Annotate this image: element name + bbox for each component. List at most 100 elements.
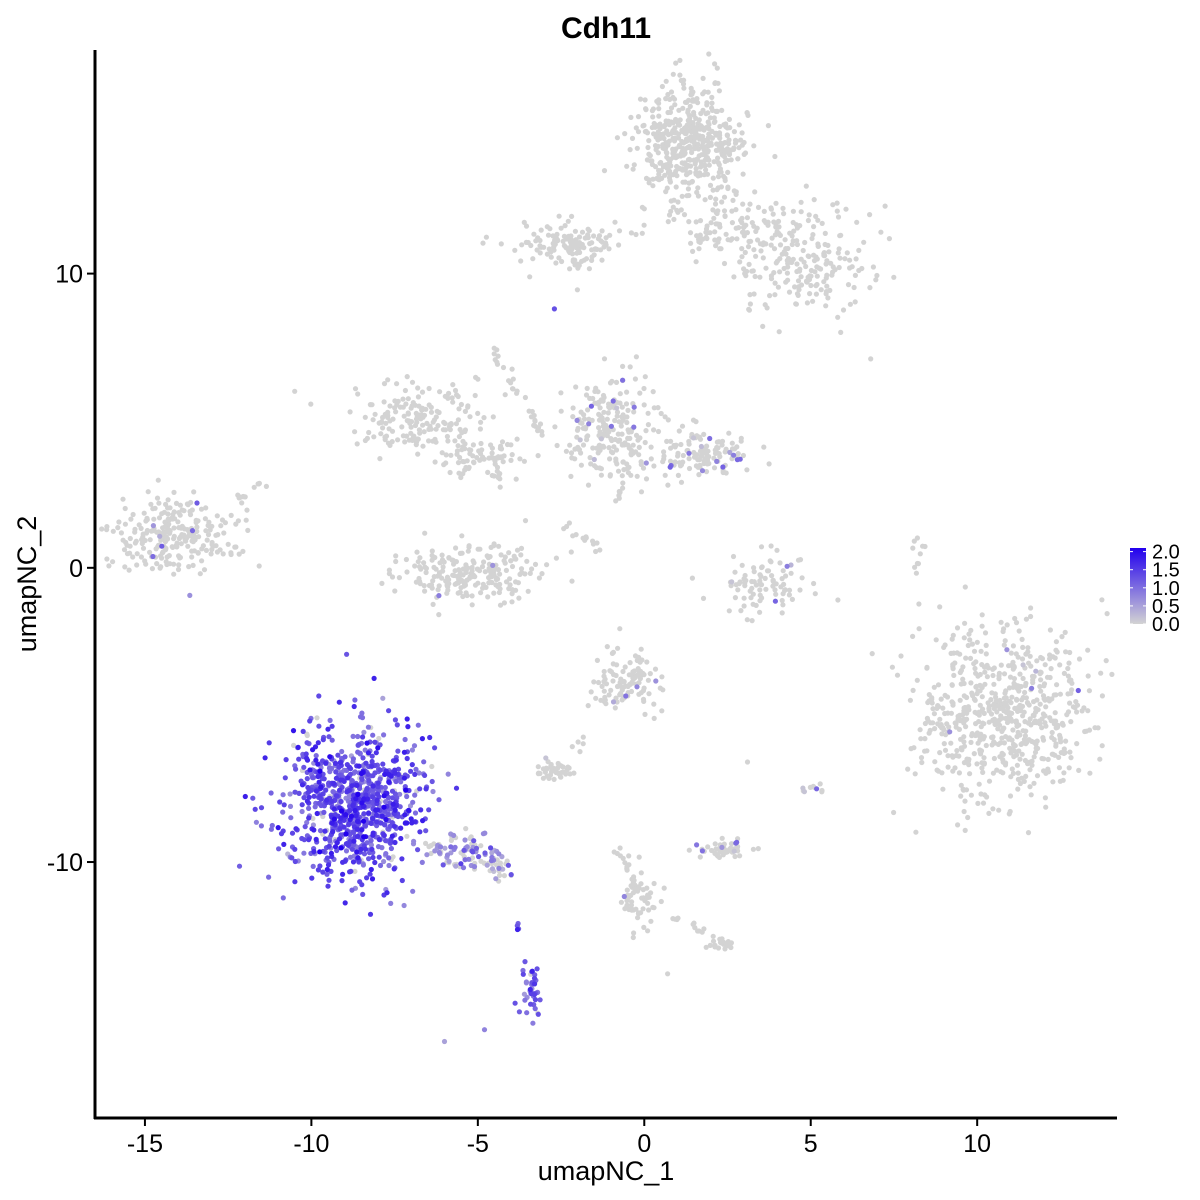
cell-point xyxy=(810,298,816,304)
cell-point xyxy=(296,790,302,797)
cell-point xyxy=(406,437,412,443)
cell-point xyxy=(581,245,587,251)
cell-point xyxy=(955,822,961,828)
cell-point xyxy=(687,145,693,151)
cell-point xyxy=(736,225,742,231)
cell-point xyxy=(659,674,665,680)
cell-point xyxy=(306,789,312,795)
cell-point xyxy=(794,261,800,267)
cell-point xyxy=(924,665,930,671)
cell-point xyxy=(329,820,335,826)
cell-point xyxy=(519,242,525,248)
cell-point xyxy=(343,848,350,854)
cell-point xyxy=(807,784,814,791)
cell-point xyxy=(734,444,740,450)
cell-point xyxy=(496,543,502,549)
cell-point xyxy=(551,244,557,250)
cell-point xyxy=(448,422,454,428)
cell-point xyxy=(353,813,359,819)
cell-point xyxy=(457,454,463,461)
cell-point xyxy=(489,850,495,856)
cell-point xyxy=(401,413,407,419)
colorbar-gradient xyxy=(1130,548,1146,624)
cell-point xyxy=(676,460,683,466)
cell-point xyxy=(657,135,663,141)
cell-point xyxy=(368,838,374,844)
cell-point xyxy=(336,836,343,842)
cell-point xyxy=(587,455,593,461)
cell-point xyxy=(514,926,521,933)
cell-point xyxy=(914,535,921,541)
cell-point xyxy=(986,810,992,817)
cell-point xyxy=(803,263,809,270)
cell-point xyxy=(313,757,319,763)
cell-point xyxy=(853,256,859,262)
cell-point xyxy=(741,233,747,239)
cell-point xyxy=(739,562,745,568)
cell-point xyxy=(691,140,698,146)
cell-point xyxy=(749,268,755,274)
cell-point xyxy=(745,244,752,250)
cell-point xyxy=(480,585,486,591)
cell-point xyxy=(523,223,530,229)
cell-point xyxy=(729,579,735,585)
cell-point xyxy=(580,442,587,448)
cell-point xyxy=(287,791,293,797)
cell-point xyxy=(340,871,346,877)
cell-point xyxy=(569,578,575,584)
cell-point xyxy=(726,116,733,122)
cell-point xyxy=(355,733,361,740)
cell-point xyxy=(344,651,350,657)
cell-point xyxy=(704,100,710,106)
cell-point xyxy=(359,827,365,833)
cell-point xyxy=(922,748,928,754)
cell-point xyxy=(633,906,639,912)
cell-point xyxy=(301,764,307,770)
cell-point xyxy=(685,107,691,113)
cell-point xyxy=(266,874,272,880)
cell-point xyxy=(389,574,396,580)
cell-point xyxy=(627,147,633,153)
cell-point xyxy=(420,818,426,824)
cell-point xyxy=(975,673,981,679)
cell-point xyxy=(198,506,205,512)
cell-point xyxy=(429,778,435,785)
cell-point xyxy=(381,858,387,865)
cell-point xyxy=(388,838,394,844)
cell-point xyxy=(694,189,700,195)
cell-point xyxy=(358,770,364,777)
cell-point xyxy=(741,266,747,272)
cell-point xyxy=(962,798,968,804)
cell-point xyxy=(104,556,110,562)
cell-point xyxy=(305,784,311,791)
cell-point xyxy=(913,570,920,576)
cell-point xyxy=(646,907,652,913)
cell-point xyxy=(1037,721,1043,727)
cell-point xyxy=(830,264,836,270)
cell-point xyxy=(646,138,652,144)
cell-point xyxy=(637,96,644,102)
cell-point xyxy=(354,826,360,832)
cell-point xyxy=(574,287,581,293)
cell-point xyxy=(156,500,162,506)
cell-point xyxy=(919,759,925,766)
cell-point xyxy=(788,562,794,568)
cell-point xyxy=(678,441,684,448)
cell-point xyxy=(709,100,715,106)
cell-point xyxy=(601,688,607,694)
cell-point xyxy=(360,891,366,898)
cell-point xyxy=(650,176,656,182)
cell-point xyxy=(806,253,812,260)
cell-point xyxy=(861,239,867,245)
cell-point xyxy=(456,434,462,440)
cell-point xyxy=(1004,719,1011,726)
cell-point xyxy=(613,456,619,462)
cell-point xyxy=(1008,700,1014,706)
cell-point xyxy=(814,273,820,279)
cell-point xyxy=(572,242,578,248)
cell-point xyxy=(418,807,424,813)
cell-point xyxy=(847,265,853,271)
cell-point xyxy=(979,612,985,618)
cell-point xyxy=(443,452,449,458)
cell-point xyxy=(1057,662,1063,668)
